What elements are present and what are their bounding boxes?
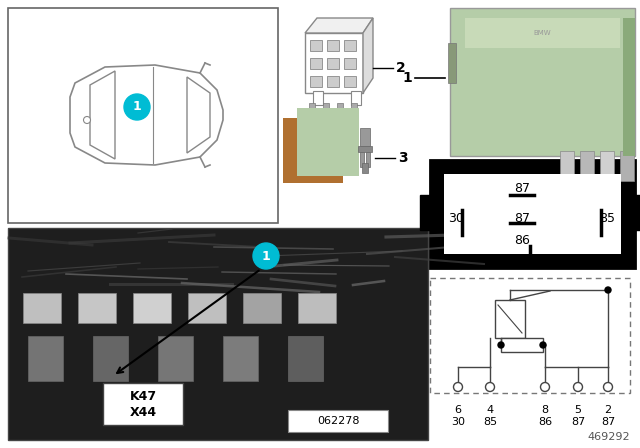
Text: 2: 2 — [396, 61, 406, 75]
Text: 87: 87 — [601, 417, 615, 427]
Circle shape — [486, 383, 495, 392]
Bar — [310, 76, 322, 87]
Bar — [288, 410, 388, 432]
Circle shape — [124, 94, 150, 120]
Bar — [344, 40, 356, 51]
Bar — [188, 293, 226, 323]
Bar — [23, 293, 61, 323]
Bar — [283, 118, 343, 183]
Text: BMW: BMW — [533, 30, 551, 36]
Text: 30: 30 — [451, 417, 465, 427]
Bar — [420, 195, 432, 230]
Bar — [28, 336, 63, 381]
Bar — [351, 103, 357, 117]
Bar — [430, 160, 635, 268]
Text: 4: 4 — [486, 405, 493, 415]
Bar — [580, 151, 594, 181]
Bar — [133, 293, 171, 323]
Text: 2: 2 — [604, 405, 612, 415]
Text: 1: 1 — [262, 250, 270, 263]
Circle shape — [253, 243, 279, 269]
Bar — [360, 152, 364, 167]
Circle shape — [573, 383, 582, 392]
Bar — [78, 293, 116, 323]
Bar — [327, 76, 339, 87]
Text: 87: 87 — [514, 211, 530, 224]
Bar — [327, 40, 339, 51]
Bar — [600, 151, 614, 181]
Text: K47: K47 — [129, 391, 157, 404]
Bar — [366, 152, 370, 167]
Bar — [313, 91, 323, 105]
Text: 30: 30 — [448, 211, 464, 224]
Circle shape — [604, 383, 612, 392]
Bar — [288, 336, 323, 381]
Text: 86: 86 — [514, 233, 530, 246]
PathPatch shape — [187, 77, 210, 153]
Bar — [360, 128, 370, 146]
Bar — [305, 33, 363, 93]
Bar — [501, 338, 543, 352]
PathPatch shape — [70, 65, 223, 165]
Text: 86: 86 — [538, 417, 552, 427]
Text: 8: 8 — [541, 405, 548, 415]
Text: X44: X44 — [129, 406, 157, 419]
Bar — [223, 336, 258, 381]
Bar — [465, 18, 620, 48]
Circle shape — [541, 383, 550, 392]
Text: 6: 6 — [454, 405, 461, 415]
Bar — [560, 151, 574, 181]
Bar — [8, 228, 428, 440]
Bar — [430, 278, 630, 393]
Bar — [344, 76, 356, 87]
Text: 062278: 062278 — [317, 416, 359, 426]
Circle shape — [605, 287, 611, 293]
Text: 1: 1 — [403, 71, 412, 85]
Text: 87: 87 — [571, 417, 585, 427]
Bar — [633, 195, 640, 230]
Text: 5: 5 — [575, 405, 582, 415]
Text: 1: 1 — [132, 100, 141, 113]
Circle shape — [83, 116, 90, 124]
Bar — [8, 8, 278, 223]
Text: 85: 85 — [483, 417, 497, 427]
Text: 85: 85 — [599, 211, 615, 224]
Bar — [444, 174, 621, 254]
Bar — [358, 146, 372, 152]
Bar — [351, 91, 361, 105]
Polygon shape — [305, 18, 373, 33]
Bar — [158, 336, 193, 381]
Bar — [362, 163, 368, 173]
Bar — [103, 383, 183, 425]
Text: 469292: 469292 — [588, 432, 630, 442]
Bar — [450, 8, 635, 156]
Circle shape — [540, 342, 546, 348]
Bar — [623, 18, 635, 156]
Bar — [310, 40, 322, 51]
Text: 87: 87 — [514, 181, 530, 194]
Bar — [298, 293, 336, 323]
Circle shape — [454, 383, 463, 392]
Bar — [243, 293, 281, 323]
Polygon shape — [363, 18, 373, 93]
Bar — [448, 43, 456, 83]
PathPatch shape — [90, 71, 115, 159]
Bar — [344, 58, 356, 69]
Bar — [93, 336, 128, 381]
Bar — [309, 103, 315, 117]
Bar — [337, 103, 343, 117]
Bar — [310, 58, 322, 69]
Bar — [323, 103, 329, 117]
Bar — [495, 300, 525, 338]
Circle shape — [498, 342, 504, 348]
Bar — [327, 58, 339, 69]
Text: 3: 3 — [398, 151, 408, 165]
Bar — [620, 151, 634, 181]
Bar — [297, 108, 359, 176]
